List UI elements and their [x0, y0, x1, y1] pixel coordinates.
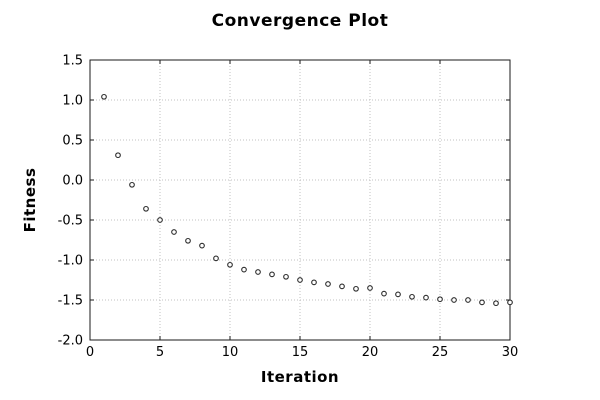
x-tick-label: 10 [222, 345, 239, 360]
x-tick-label: 15 [292, 345, 309, 360]
x-axis-label: Iteration [260, 368, 340, 386]
data-point [479, 299, 485, 306]
x-tick-label: 30 [502, 345, 519, 360]
data-point [283, 273, 289, 280]
data-point [395, 291, 401, 298]
y-tick-label: 1.5 [62, 54, 83, 69]
data-point [507, 299, 513, 306]
data-point [241, 266, 247, 273]
y-tick-label: -1.5 [58, 294, 83, 309]
y-tick-label: -2.0 [58, 334, 83, 349]
data-point [353, 285, 359, 292]
data-point [129, 181, 135, 188]
data-point [409, 293, 415, 300]
data-point [269, 271, 275, 278]
data-point [213, 255, 219, 262]
y-axis-label: Fitness [21, 167, 39, 233]
data-point [381, 290, 387, 297]
data-point [101, 93, 107, 100]
data-point [255, 269, 261, 275]
x-tick-label: 20 [362, 345, 379, 360]
data-point [297, 277, 303, 283]
data-point [143, 205, 149, 212]
y-tick-label: -0.5 [58, 214, 83, 229]
chart-title: Convergence Plot [211, 11, 389, 31]
data-point [157, 217, 163, 223]
plot-border [89, 59, 511, 341]
data-point [311, 279, 317, 286]
data-point [367, 285, 373, 291]
y-tick-label: -1.0 [58, 254, 83, 269]
data-point [185, 237, 191, 244]
y-tick-label: 0.5 [62, 134, 83, 149]
data-point [199, 242, 205, 249]
x-tick-label: 25 [432, 345, 449, 360]
y-tick-label: 1.0 [62, 94, 83, 109]
data-point [493, 300, 499, 307]
data-point [325, 281, 331, 287]
data-point [115, 152, 121, 159]
data-point [437, 296, 443, 303]
data-point [227, 261, 233, 268]
data-point [171, 229, 177, 235]
data-point [423, 294, 429, 301]
data-point [451, 297, 457, 303]
data-point [465, 297, 471, 303]
data-point [339, 283, 345, 290]
x-tick-label: 0 [86, 345, 94, 360]
y-tick-label: 0.0 [62, 174, 83, 189]
x-tick-label: 5 [156, 345, 164, 360]
